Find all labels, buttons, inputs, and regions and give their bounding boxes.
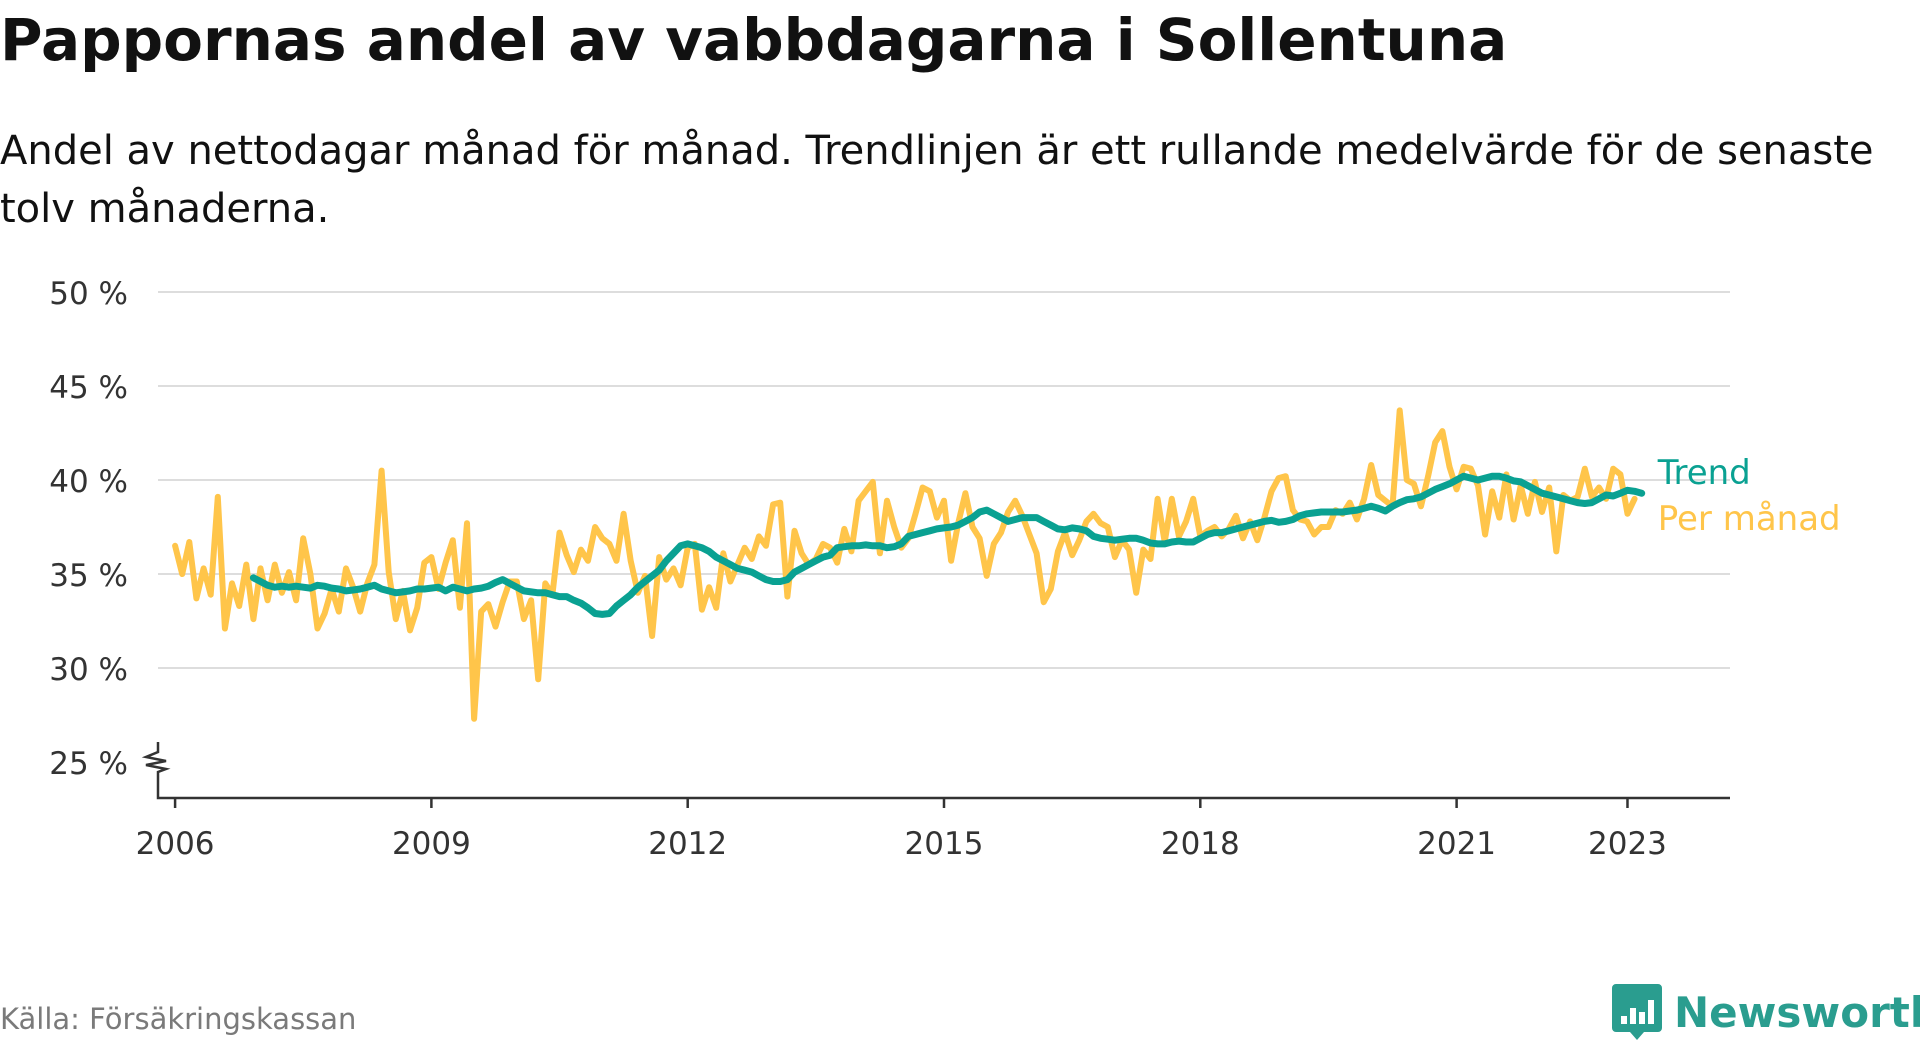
y-tick-label: 25 % xyxy=(49,746,128,782)
line-chart: 25 % 30 % 35 % 40 % 45 % 50 % 2006 2009 2012 2015… xyxy=(49,276,1841,862)
chart-subtitle: Andel av nettodagar månad för månad. Tre… xyxy=(0,128,1874,232)
x-tick-label: 2015 xyxy=(905,826,984,862)
x-tick-label: 2012 xyxy=(648,826,727,862)
y-tick-label: 50 % xyxy=(49,276,128,312)
axes: 25 % 30 % 35 % 40 % 45 % 50 % 2006 2009 2012 2015… xyxy=(49,276,1730,862)
x-tick-label: 2018 xyxy=(1161,826,1240,862)
x-tick-label: 2009 xyxy=(392,826,471,862)
brand-name: Newsworthy xyxy=(1674,987,1920,1037)
x-tick-label: 2023 xyxy=(1588,826,1667,862)
x-tick-label: 2006 xyxy=(136,826,215,862)
series xyxy=(172,407,1646,722)
series-labels: Trend Per månad xyxy=(1657,453,1841,539)
brand-logo[interactable]: Newsworthy xyxy=(1612,982,1920,1042)
series-line-per-manad xyxy=(172,407,1638,722)
y-tick-label: 30 % xyxy=(49,652,128,688)
series-label-trend: Trend xyxy=(1657,453,1751,493)
series-label-per-manad: Per månad xyxy=(1658,499,1841,539)
y-tick-label: 35 % xyxy=(49,558,128,594)
axis-line-with-break xyxy=(141,742,1730,800)
y-tick-label: 40 % xyxy=(49,464,128,500)
newsworthy-icon xyxy=(1612,984,1662,1040)
y-tick-label: 45 % xyxy=(49,370,128,406)
chart-title: Pappornas andel av vabbdagarna i Sollent… xyxy=(0,6,1508,74)
source-note: Källa: Försäkringskassan xyxy=(0,1002,357,1036)
x-tick-label: 2021 xyxy=(1417,826,1496,862)
series-line-trend xyxy=(249,472,1646,618)
